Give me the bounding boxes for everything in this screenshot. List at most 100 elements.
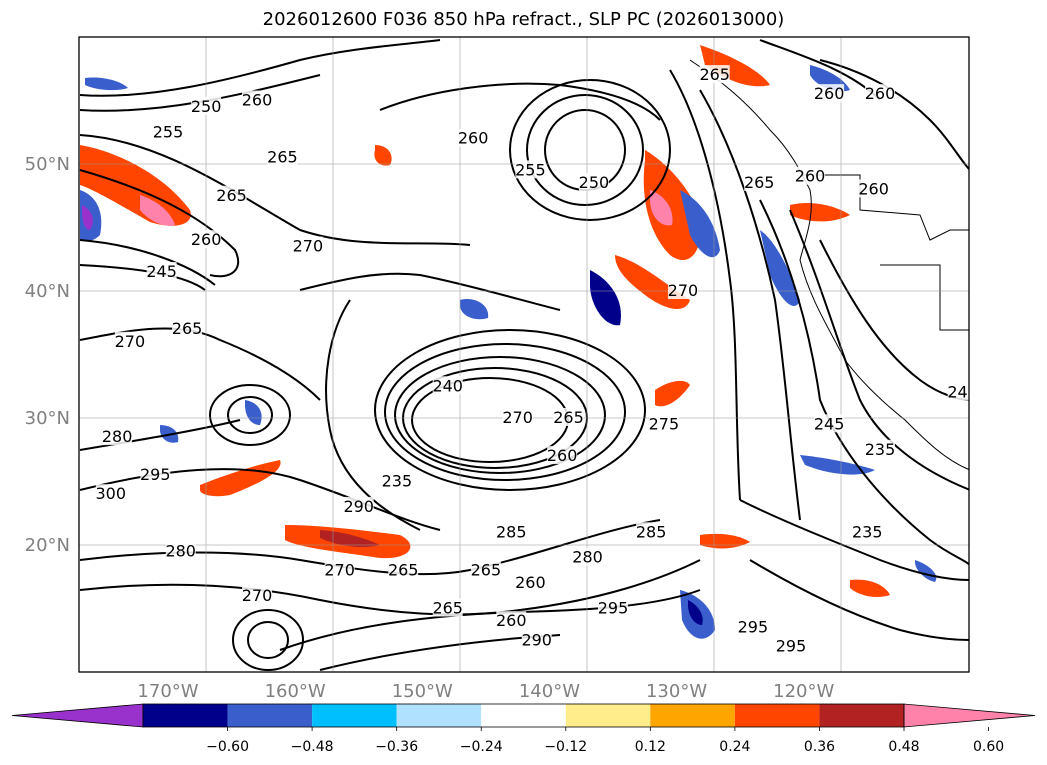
contour-label: 270 xyxy=(242,586,273,605)
contour-label: 280 xyxy=(165,541,196,560)
coastline-segment xyxy=(800,174,969,241)
contour-label: 260 xyxy=(191,230,222,249)
shade-blob xyxy=(915,560,937,582)
lon-label: 140°W xyxy=(519,681,580,702)
contour-label-bg xyxy=(146,261,177,280)
latitude-labels: 50°N 40°N 30°N 20°N xyxy=(25,154,70,556)
colorbar-segment xyxy=(650,704,735,727)
shade-blob xyxy=(245,400,262,425)
shade-blob xyxy=(200,460,281,497)
contour-line xyxy=(232,609,304,671)
contour-label-bg xyxy=(114,331,145,350)
colorbar: −0.60 −0.48 −0.36 −0.24 −0.12 0.12 0.24 0.36 0.4… xyxy=(11,703,1036,755)
contour-line xyxy=(509,79,671,221)
contour-line xyxy=(325,299,421,531)
contour-label-bg xyxy=(553,408,584,426)
contour-label-bg xyxy=(699,65,730,84)
coastline xyxy=(689,59,969,471)
contour-label-bg xyxy=(292,236,323,255)
contour-label-bg xyxy=(814,84,845,103)
contour-line xyxy=(384,343,626,481)
contour-label: 295 xyxy=(776,637,807,656)
lon-label: 120°W xyxy=(773,681,834,702)
shade-blob xyxy=(85,77,128,91)
colorbar-segment xyxy=(312,704,397,727)
contour-label-bg xyxy=(795,166,826,185)
contour-line xyxy=(79,239,216,286)
contour-label-bg xyxy=(814,414,845,433)
contour-label: 260 xyxy=(795,167,826,186)
lon-label: 150°W xyxy=(392,681,453,702)
shade-blob xyxy=(460,299,489,320)
shade-blob xyxy=(800,455,875,475)
contour-line xyxy=(374,329,646,491)
lat-label: 40°N xyxy=(25,281,70,302)
contour-label-bg xyxy=(547,446,578,465)
contour-label-bg xyxy=(140,465,171,484)
contour-label-bg xyxy=(572,547,603,566)
contour-label-bg xyxy=(496,611,527,630)
contour-label-bg xyxy=(458,128,489,147)
colorbar-tick-label: −0.12 xyxy=(544,739,587,755)
contour-label: 270 xyxy=(324,560,355,579)
contour-line xyxy=(739,499,969,581)
contour-label-bg xyxy=(432,598,463,617)
contour-label: 255 xyxy=(153,122,184,141)
contour-label-bg xyxy=(470,560,501,579)
colorbar-tick-label: −0.48 xyxy=(291,739,334,755)
contour-label: 265 xyxy=(388,560,419,579)
contour-label: 265 xyxy=(267,148,298,167)
contour-label-bg xyxy=(381,471,412,490)
contour-line xyxy=(79,134,471,246)
contour-label-bg xyxy=(324,560,355,579)
shade-blob xyxy=(643,150,701,261)
contour-label-bg xyxy=(102,427,133,446)
contour-label-bg xyxy=(947,382,969,401)
contour-line xyxy=(749,559,969,641)
contour-label-bg xyxy=(776,636,806,655)
contour-label-bg xyxy=(95,484,126,503)
contour-label-bg xyxy=(191,96,222,115)
contour-label-bg xyxy=(153,122,183,141)
contour-label-bg xyxy=(191,230,222,249)
contour-labels: 255 250 260 265 260 255 250 265 270 265 270 260 245 2… xyxy=(95,65,969,656)
shade-blob xyxy=(374,145,392,166)
shade-blob xyxy=(650,190,673,226)
contour-line xyxy=(79,39,441,97)
contour-label: 290 xyxy=(343,497,374,516)
contour-label: 245 xyxy=(146,262,177,281)
contour-label-bg xyxy=(502,408,533,426)
shade-blob xyxy=(590,270,621,326)
contour-label: 235 xyxy=(865,440,896,459)
map-background xyxy=(79,37,969,672)
contour-label: 270 xyxy=(502,408,533,427)
contour-line xyxy=(819,59,969,171)
shade-blob xyxy=(790,203,850,222)
contour-label-bg xyxy=(242,90,272,109)
contour-label: 260 xyxy=(515,573,546,592)
map-frame xyxy=(78,36,970,673)
contour-line xyxy=(394,356,606,474)
colorbar-tick-label: 0.60 xyxy=(973,739,1004,755)
contour-line xyxy=(789,209,969,491)
shade-blob xyxy=(760,230,800,306)
contour-label: 265 xyxy=(471,560,502,579)
colorbar-segment xyxy=(143,704,228,727)
contour-label: 265 xyxy=(432,599,463,618)
contour-label: 280 xyxy=(102,427,133,446)
contour-label-bg xyxy=(172,319,203,338)
contour-label: 265 xyxy=(744,173,775,192)
contour-label: 300 xyxy=(96,484,127,503)
shade-blob xyxy=(655,380,690,407)
contour-line xyxy=(79,419,241,451)
colorbar-segment xyxy=(819,704,904,727)
colorbar-tick-label: 0.12 xyxy=(635,739,666,755)
contour-line xyxy=(669,69,741,501)
contour-label: 270 xyxy=(115,332,146,351)
contour-label: 265 xyxy=(553,408,584,427)
lon-label: 130°W xyxy=(646,681,707,702)
colorbar-extend-low xyxy=(11,703,144,728)
contour-line xyxy=(227,396,273,434)
colorbar-tick-label: −0.60 xyxy=(206,739,249,755)
